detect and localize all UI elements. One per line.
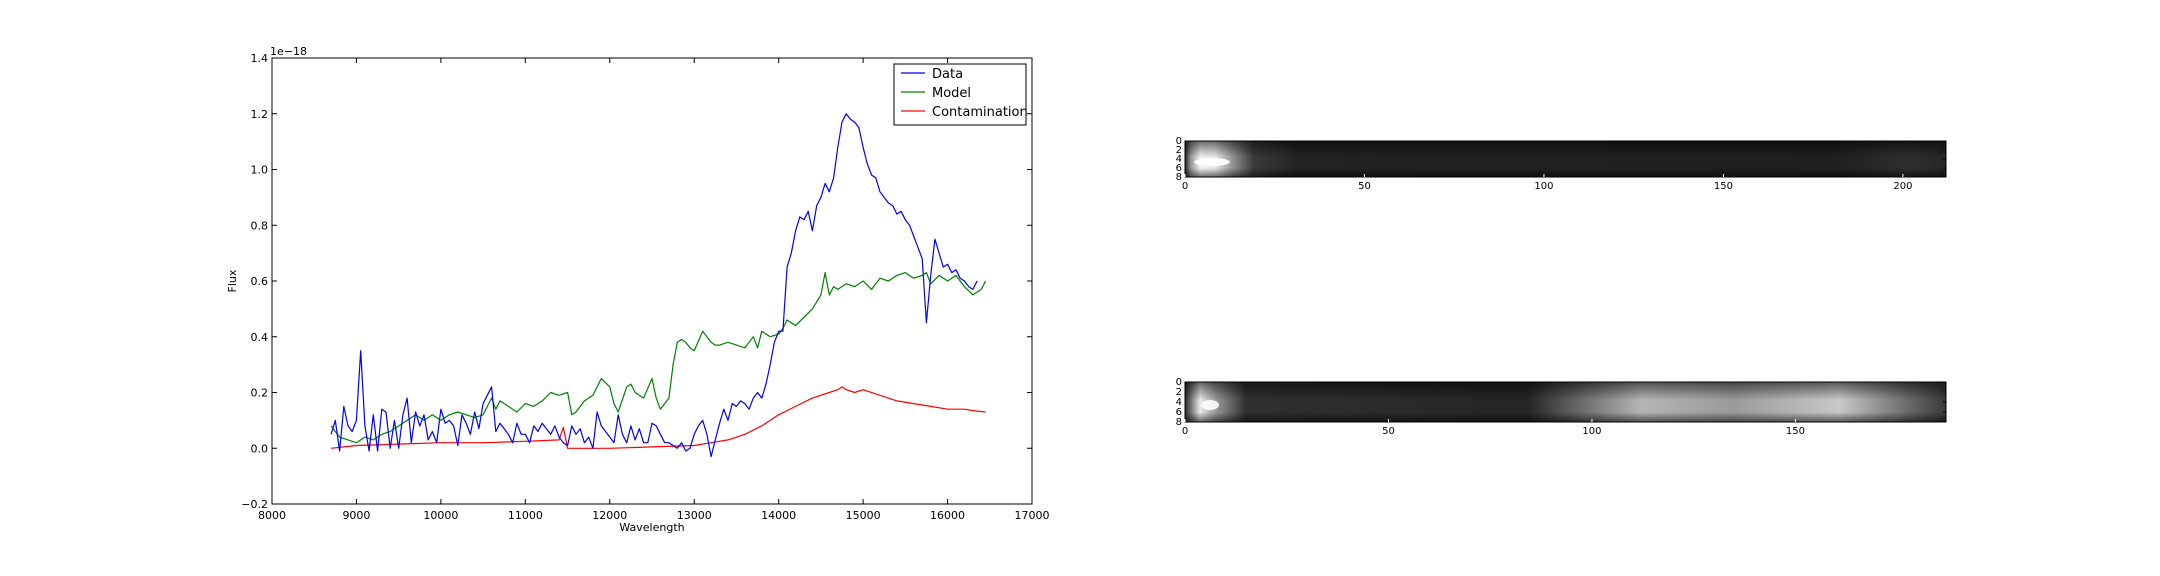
- axis-ticks: 8000 9000 10000 11000 12000 13000 14000 15000 16…: [241, 52, 1049, 522]
- y-tick-label: −0.2: [241, 498, 268, 511]
- y-tick-label: 0.0: [251, 442, 269, 455]
- legend-label-data: Data: [932, 67, 963, 82]
- series-line-data: [330, 113, 978, 458]
- x-tick-label: 16000: [930, 509, 965, 522]
- image-bottom-source: [1201, 400, 1219, 410]
- legend-frame: [893, 63, 1027, 126]
- x-tick-label: 11000: [508, 509, 543, 522]
- image-x-tick-label: 0: [1182, 181, 1188, 192]
- image-x-tick-label: 50: [1358, 181, 1371, 192]
- y-tick-label: 0.8: [251, 219, 269, 232]
- image-x-tick-label: 100: [1582, 426, 1601, 437]
- image-x-tick-label: 150: [1714, 181, 1733, 192]
- y-tick-label: 1.4: [251, 52, 269, 65]
- series-line-model: [330, 272, 987, 444]
- image-top-source: [1194, 158, 1230, 166]
- x-tick-label: 9000: [342, 509, 370, 522]
- y-tick-label: 0.2: [251, 387, 269, 400]
- y-axis-label: Flux: [226, 269, 239, 292]
- image-x-tick-label: 100: [1534, 181, 1553, 192]
- image-y-tick-label: 2: [1176, 145, 1182, 156]
- y-tick-label: 1.0: [251, 164, 269, 177]
- plot-frame: [271, 57, 1033, 505]
- image-top-vertical-profile: [1185, 141, 1946, 177]
- legend-label-model: Model: [932, 86, 971, 101]
- image-y-tick-label: 4: [1176, 397, 1182, 408]
- image-x-tick-label: 50: [1382, 426, 1395, 437]
- series-lines: [330, 113, 987, 458]
- image-x-tick-label: 0: [1182, 426, 1188, 437]
- image-y-tick-label: 8: [1176, 172, 1182, 183]
- y-tick-label: 0.4: [251, 331, 269, 344]
- image-y-tick-label: 0: [1176, 136, 1182, 147]
- x-tick-label: 12000: [592, 509, 627, 522]
- x-axis-label: Wavelength: [619, 521, 684, 534]
- image-y-tick-label: 6: [1176, 163, 1182, 174]
- image-y-tick-label: 0: [1176, 377, 1182, 388]
- x-tick-label: 17000: [1015, 509, 1050, 522]
- image-x-tick-label: 150: [1786, 426, 1805, 437]
- x-tick-label: 13000: [677, 509, 712, 522]
- x-tick-label: 8000: [258, 509, 286, 522]
- legend-label-contamination: Contamination: [932, 105, 1028, 120]
- image-y-tick-label: 8: [1176, 417, 1182, 428]
- offset-text: 1e−18: [270, 45, 307, 58]
- x-tick-label: 10000: [423, 509, 458, 522]
- image-y-tick-label: 4: [1176, 154, 1182, 165]
- spectrum-chart: 8000 9000 10000 11000 12000 13000 14000 15000 16…: [226, 45, 1050, 534]
- image-bottom-vertical-profile: [1185, 382, 1946, 422]
- image-y-tick-label: 6: [1176, 407, 1182, 418]
- image-y-tick-label: 2: [1176, 387, 1182, 398]
- y-tick-label: 0.6: [251, 275, 269, 288]
- image-x-tick-label: 200: [1893, 181, 1912, 192]
- x-tick-label: 15000: [846, 509, 881, 522]
- x-tick-label: 14000: [761, 509, 796, 522]
- series-line-contamination: [331, 386, 986, 449]
- y-tick-label: 1.2: [251, 108, 269, 121]
- legend: Data Model Contamination: [893, 63, 1028, 126]
